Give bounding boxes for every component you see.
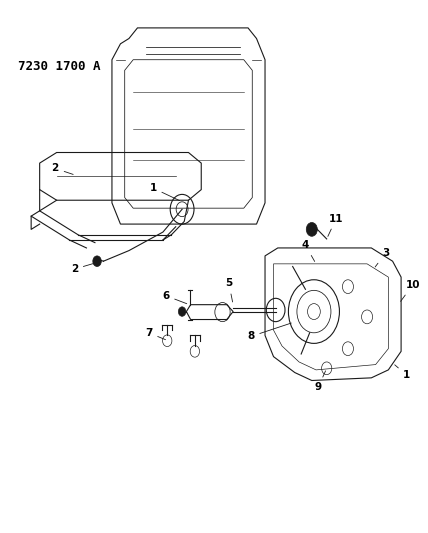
Text: 5: 5	[225, 278, 232, 302]
Text: 2: 2	[71, 262, 98, 274]
Text: 11: 11	[328, 214, 343, 237]
Text: 7: 7	[145, 328, 166, 340]
Text: 3: 3	[375, 248, 389, 267]
Text: 6: 6	[162, 290, 187, 304]
Text: 10: 10	[401, 280, 420, 301]
Circle shape	[93, 256, 101, 266]
Text: 4: 4	[302, 240, 315, 262]
Circle shape	[178, 307, 186, 317]
Text: 1: 1	[395, 365, 410, 380]
Text: 8: 8	[247, 323, 291, 342]
Text: 2: 2	[51, 164, 73, 174]
Text: 7230 1700 A: 7230 1700 A	[18, 60, 101, 72]
Circle shape	[306, 222, 317, 236]
Text: 9: 9	[315, 371, 326, 392]
Text: 1: 1	[149, 183, 180, 200]
